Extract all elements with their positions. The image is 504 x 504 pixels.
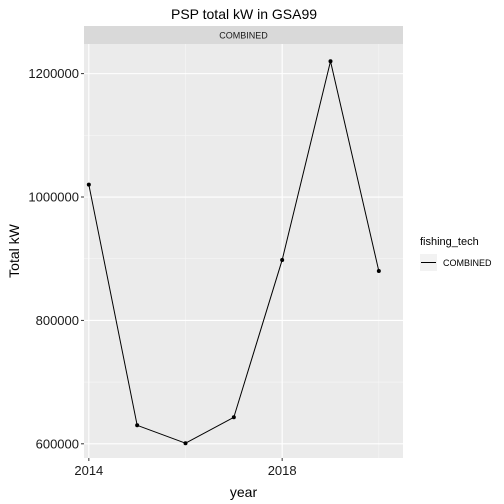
data-point bbox=[280, 257, 285, 262]
data-point bbox=[135, 423, 140, 428]
y-tick-label: 600000 bbox=[36, 436, 79, 451]
y-tick-label: 1000000 bbox=[28, 190, 79, 205]
y-axis-title: Total kW bbox=[6, 223, 22, 277]
data-point bbox=[231, 415, 236, 420]
legend: fishing_tech COMBINED bbox=[420, 236, 492, 271]
y-tick-label: 800000 bbox=[36, 313, 79, 328]
facet-strip-label: COMBINED bbox=[219, 31, 268, 41]
axes-layer: 600000 800000 1000000 1200000 2014 2018 bbox=[28, 66, 296, 478]
data-point bbox=[86, 182, 91, 187]
x-tick-label: 2014 bbox=[74, 463, 103, 478]
legend-label: COMBINED bbox=[443, 258, 492, 268]
plot-panel bbox=[84, 44, 403, 458]
x-tick-label: 2018 bbox=[268, 463, 297, 478]
data-point bbox=[328, 59, 333, 64]
data-point bbox=[376, 269, 381, 274]
y-tick-label: 1200000 bbox=[28, 66, 79, 81]
series-layer bbox=[86, 59, 381, 446]
data-point bbox=[183, 441, 188, 446]
gridlines bbox=[84, 44, 403, 458]
chart-title: PSP total kW in GSA99 bbox=[171, 6, 317, 22]
legend-title: fishing_tech bbox=[420, 236, 479, 248]
x-axis-title: year bbox=[230, 484, 258, 500]
facet-strip bbox=[84, 26, 403, 44]
